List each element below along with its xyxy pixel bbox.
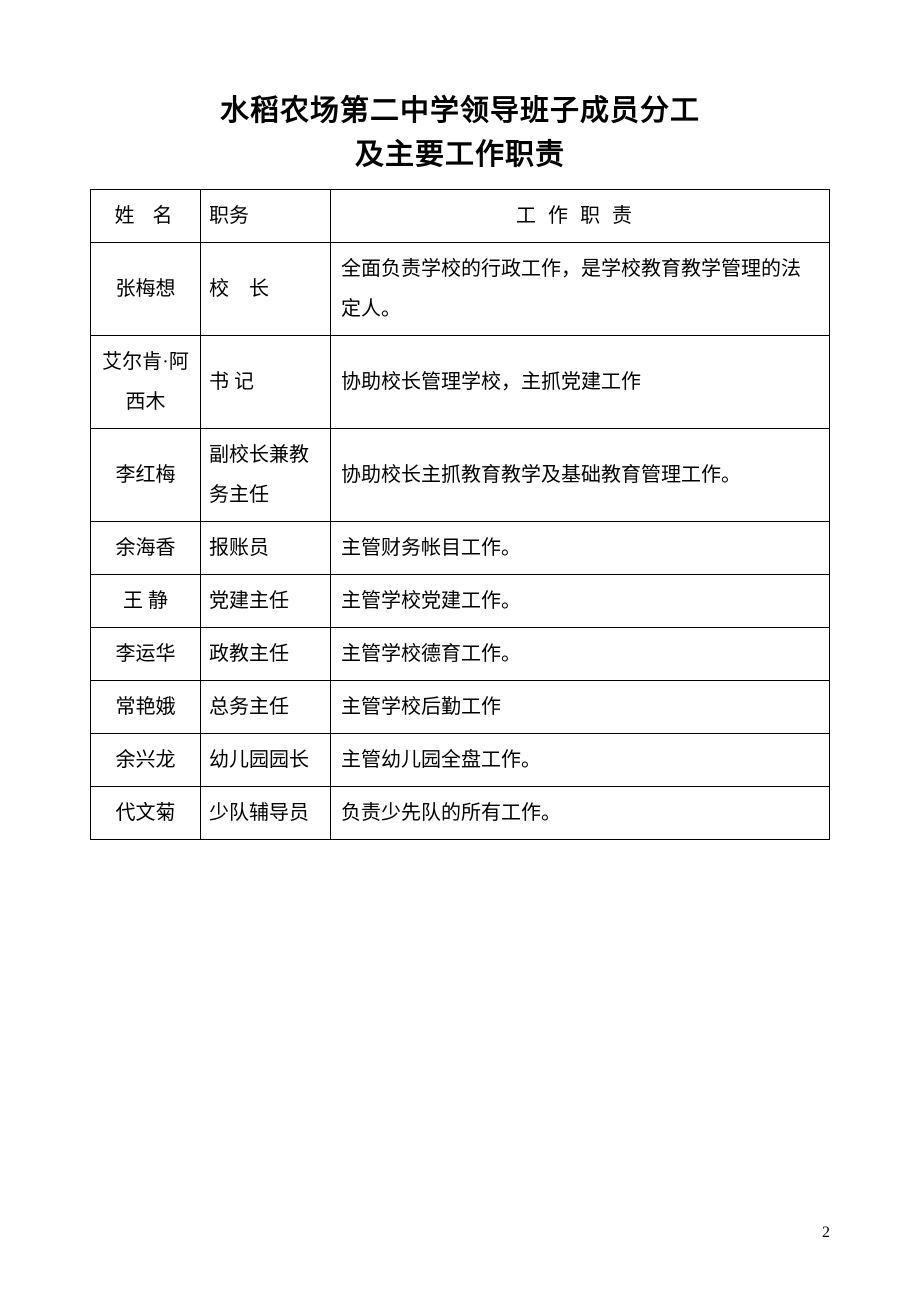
cell-duty: 协助校长管理学校，主抓党建工作 (331, 336, 830, 429)
cell-duty: 主管学校党建工作。 (331, 575, 830, 628)
title-block: 水稻农场第二中学领导班子成员分工 及主要工作职责 (90, 90, 830, 177)
cell-name: 李运华 (91, 628, 201, 681)
page-number: 2 (822, 1224, 830, 1242)
col-header-duty: 工作职责 (331, 190, 830, 243)
cell-duty: 主管学校后勤工作 (331, 681, 830, 734)
table-row: 王 静 党建主任 主管学校党建工作。 (91, 575, 830, 628)
cell-position: 幼儿园园长 (201, 734, 331, 787)
cell-name: 王 静 (91, 575, 201, 628)
cell-duty: 协助校长主抓教育教学及基础教育管理工作。 (331, 429, 830, 522)
cell-name: 代文菊 (91, 787, 201, 840)
table-row: 余兴龙 幼儿园园长 主管幼儿园全盘工作。 (91, 734, 830, 787)
cell-position: 党建主任 (201, 575, 331, 628)
col-header-name: 姓名 (91, 190, 201, 243)
title-line-1: 水稻农场第二中学领导班子成员分工 (90, 90, 830, 134)
cell-position: 少队辅导员 (201, 787, 331, 840)
cell-position: 报账员 (201, 522, 331, 575)
cell-duty: 全面负责学校的行政工作，是学校教育教学管理的法定人。 (331, 243, 830, 336)
table-row: 张梅想 校 长 全面负责学校的行政工作，是学校教育教学管理的法定人。 (91, 243, 830, 336)
cell-name: 常艳娥 (91, 681, 201, 734)
cell-name: 余兴龙 (91, 734, 201, 787)
cell-name: 余海香 (91, 522, 201, 575)
cell-duty: 主管财务帐目工作。 (331, 522, 830, 575)
page-container: 水稻农场第二中学领导班子成员分工 及主要工作职责 姓名 职务 工作职责 张梅想 … (0, 0, 920, 840)
table-row: 代文菊 少队辅导员 负责少先队的所有工作。 (91, 787, 830, 840)
table-row: 李红梅 副校长兼教务主任 协助校长主抓教育教学及基础教育管理工作。 (91, 429, 830, 522)
cell-duty: 负责少先队的所有工作。 (331, 787, 830, 840)
cell-position: 副校长兼教务主任 (201, 429, 331, 522)
cell-position: 书 记 (201, 336, 331, 429)
table-row: 李运华 政教主任 主管学校德育工作。 (91, 628, 830, 681)
cell-name: 张梅想 (91, 243, 201, 336)
cell-name: 艾尔肯·阿西木 (91, 336, 201, 429)
table-row: 常艳娥 总务主任 主管学校后勤工作 (91, 681, 830, 734)
cell-position: 校 长 (201, 243, 331, 336)
title-line-2: 及主要工作职责 (90, 134, 830, 178)
cell-duty: 主管学校德育工作。 (331, 628, 830, 681)
cell-position: 政教主任 (201, 628, 331, 681)
table-row: 余海香 报账员 主管财务帐目工作。 (91, 522, 830, 575)
col-header-position: 职务 (201, 190, 331, 243)
table-header-row: 姓名 职务 工作职责 (91, 190, 830, 243)
duties-table: 姓名 职务 工作职责 张梅想 校 长 全面负责学校的行政工作，是学校教育教学管理… (90, 189, 830, 840)
cell-duty: 主管幼儿园全盘工作。 (331, 734, 830, 787)
cell-position: 总务主任 (201, 681, 331, 734)
table-row: 艾尔肯·阿西木 书 记 协助校长管理学校，主抓党建工作 (91, 336, 830, 429)
cell-name: 李红梅 (91, 429, 201, 522)
